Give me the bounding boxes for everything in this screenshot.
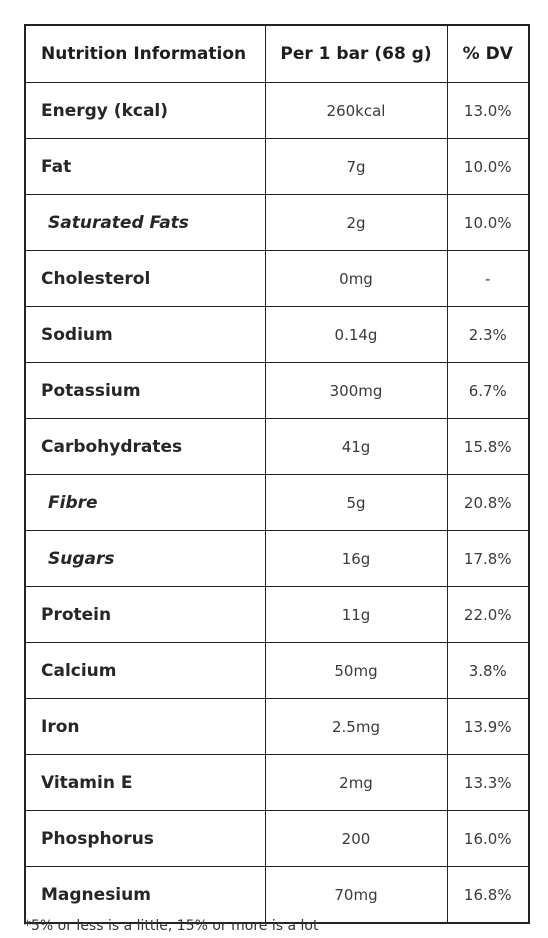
nutrient-name: Saturated Fats	[24, 194, 266, 251]
nutrient-name: Fibre	[24, 474, 266, 531]
table-header-row: Nutrition Information Per 1 bar (68 g) %…	[24, 24, 530, 83]
nutrient-amount: 41g	[264, 418, 448, 475]
nutrient-name: Carbohydrates	[24, 418, 266, 475]
table-row: Saturated Fats 2g 10.0%	[24, 194, 530, 251]
nutrient-dv: 6.7%	[446, 362, 530, 419]
nutrient-dv: 16.8%	[446, 866, 530, 924]
table-row: Energy (kcal) 260kcal 13.0%	[24, 82, 530, 139]
nutrient-name: Calcium	[24, 642, 266, 699]
table-row: Iron 2.5mg 13.9%	[24, 698, 530, 755]
table-row: Cholesterol 0mg -	[24, 250, 530, 307]
header-nutrition-information: Nutrition Information	[24, 24, 266, 83]
nutrition-table: Nutrition Information Per 1 bar (68 g) %…	[24, 24, 530, 924]
nutrient-amount: 300mg	[264, 362, 448, 419]
table-row: Sodium 0.14g 2.3%	[24, 306, 530, 363]
nutrient-name: Magnesium	[24, 866, 266, 924]
nutrient-amount: 70mg	[264, 866, 448, 924]
nutrient-name: Sugars	[24, 530, 266, 587]
nutrient-amount: 16g	[264, 530, 448, 587]
nutrient-name: Sodium	[24, 306, 266, 363]
nutrient-dv: 2.3%	[446, 306, 530, 363]
nutrient-name: Fat	[24, 138, 266, 195]
footnote: *5% or less is a little, 15% or more is …	[24, 918, 319, 934]
nutrient-amount: 50mg	[264, 642, 448, 699]
nutrient-amount: 5g	[264, 474, 448, 531]
table-row: Phosphorus 200 16.0%	[24, 810, 530, 867]
nutrient-amount: 2.5mg	[264, 698, 448, 755]
nutrient-amount: 2mg	[264, 754, 448, 811]
nutrient-amount: 11g	[264, 586, 448, 643]
nutrient-name: Phosphorus	[24, 810, 266, 867]
nutrient-name: Iron	[24, 698, 266, 755]
table-row: Carbohydrates 41g 15.8%	[24, 418, 530, 475]
nutrient-amount: 7g	[264, 138, 448, 195]
nutrient-dv: 10.0%	[446, 194, 530, 251]
nutrient-name: Vitamin E	[24, 754, 266, 811]
nutrient-dv: 3.8%	[446, 642, 530, 699]
nutrient-amount: 200	[264, 810, 448, 867]
table-row: Fibre 5g 20.8%	[24, 474, 530, 531]
table-row: Magnesium 70mg 16.8%	[24, 866, 530, 924]
table-row: Potassium 300mg 6.7%	[24, 362, 530, 419]
table-row: Sugars 16g 17.8%	[24, 530, 530, 587]
nutrient-dv: 15.8%	[446, 418, 530, 475]
nutrient-dv: -	[446, 250, 530, 307]
nutrient-amount: 2g	[264, 194, 448, 251]
table-row: Fat 7g 10.0%	[24, 138, 530, 195]
nutrient-name: Potassium	[24, 362, 266, 419]
table-row: Protein 11g 22.0%	[24, 586, 530, 643]
nutrient-name: Cholesterol	[24, 250, 266, 307]
nutrient-dv: 22.0%	[446, 586, 530, 643]
nutrient-amount: 0.14g	[264, 306, 448, 363]
nutrient-name: Protein	[24, 586, 266, 643]
nutrient-dv: 13.9%	[446, 698, 530, 755]
table-row: Vitamin E 2mg 13.3%	[24, 754, 530, 811]
nutrient-dv: 10.0%	[446, 138, 530, 195]
nutrient-amount: 260kcal	[264, 82, 448, 139]
nutrient-dv: 17.8%	[446, 530, 530, 587]
nutrient-dv: 13.0%	[446, 82, 530, 139]
nutrient-dv: 13.3%	[446, 754, 530, 811]
nutrient-dv: 20.8%	[446, 474, 530, 531]
header-per-bar: Per 1 bar (68 g)	[264, 24, 448, 83]
header-percent-dv: % DV	[446, 24, 530, 83]
nutrient-name: Energy (kcal)	[24, 82, 266, 139]
table-row: Calcium 50mg 3.8%	[24, 642, 530, 699]
nutrient-dv: 16.0%	[446, 810, 530, 867]
nutrient-amount: 0mg	[264, 250, 448, 307]
